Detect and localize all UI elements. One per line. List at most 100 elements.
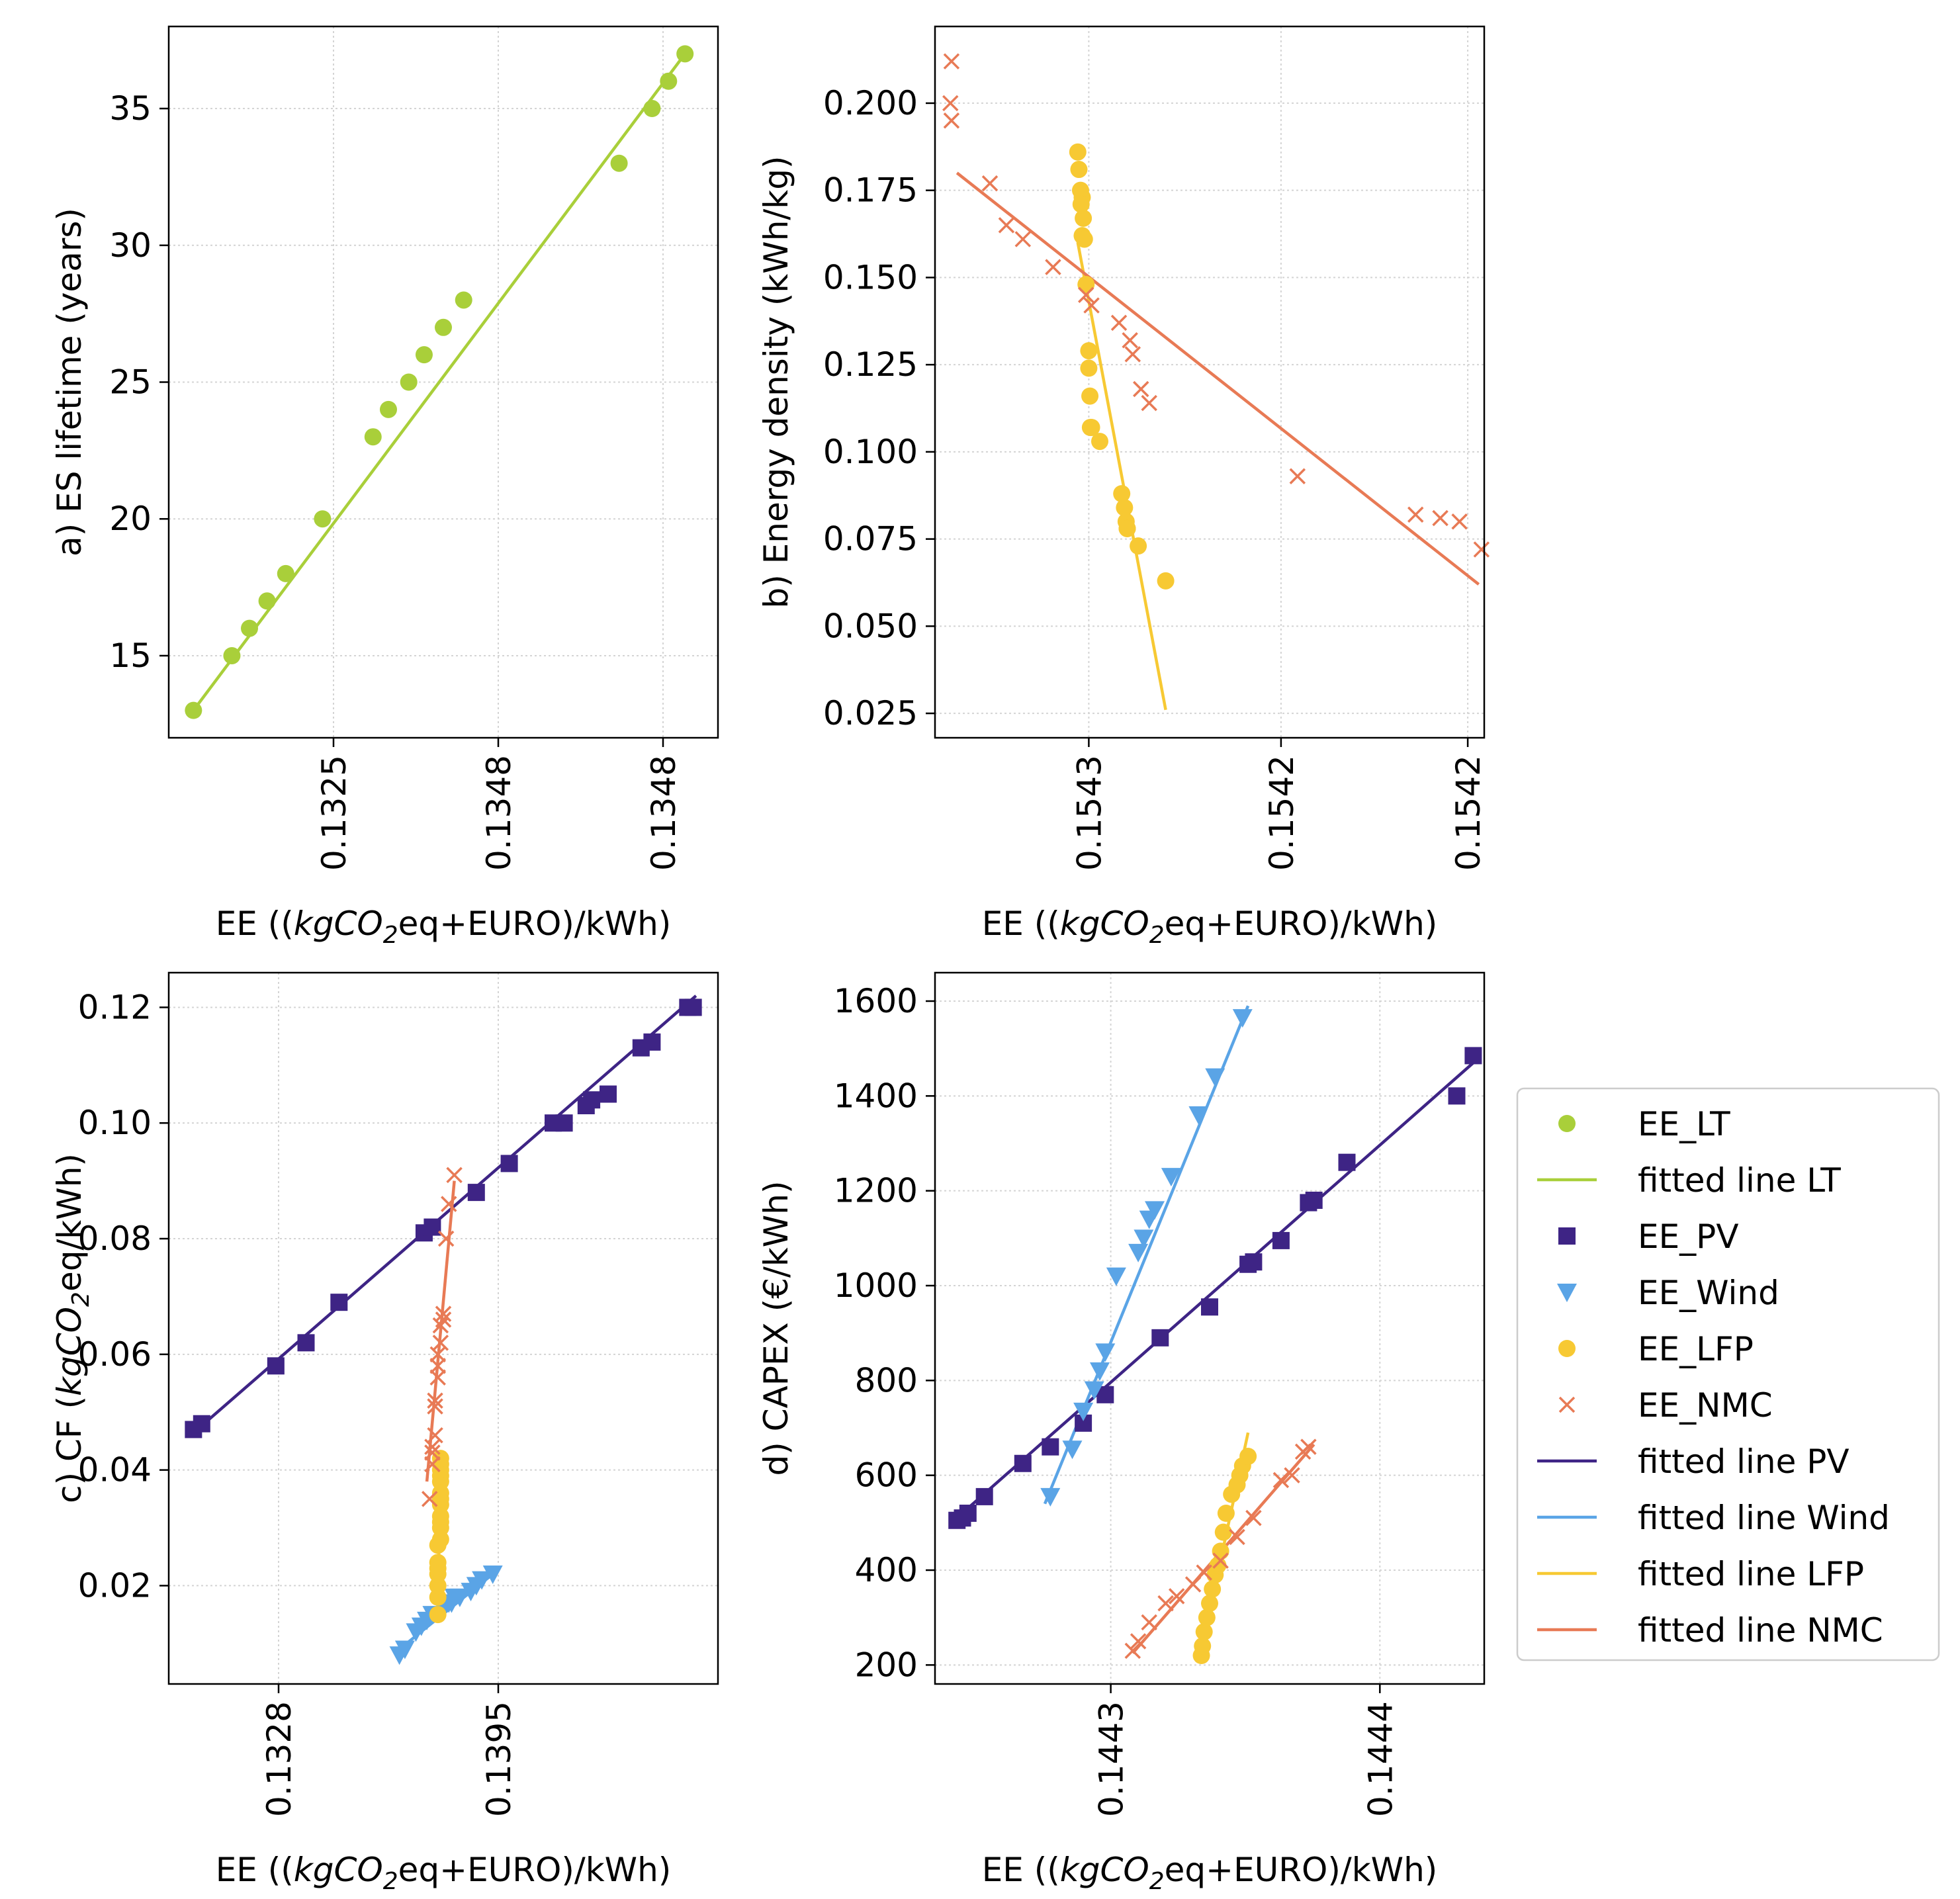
data-point (1201, 1298, 1218, 1316)
series-ee-wind (1040, 1009, 1253, 1507)
y-tick-label: 20 (109, 500, 152, 538)
y-tick-label: 600 (855, 1456, 918, 1495)
series-ee-lt (185, 45, 694, 719)
data-point (1338, 1153, 1356, 1171)
y-tick-label: 1200 (834, 1172, 918, 1210)
y-tick-label: 1400 (834, 1077, 918, 1115)
series-ee-pv (185, 998, 702, 1438)
data-point (555, 1114, 573, 1132)
data-point (1145, 1201, 1165, 1220)
legend-item: fitted line LFP (1537, 1555, 1864, 1593)
data-point (1083, 297, 1100, 314)
data-point (424, 1444, 441, 1461)
legend-item: fitted line PV (1537, 1442, 1849, 1481)
data-point (1124, 1642, 1141, 1659)
data-point (1124, 346, 1141, 363)
y-tick-label: 0.02 (78, 1566, 152, 1605)
y-axis-label: c) CF (kgCO2eq/kWh) (50, 1153, 95, 1503)
data-point (429, 1369, 446, 1386)
legend-marker-swatch (1557, 1284, 1577, 1302)
legend-marker-swatch (1558, 1340, 1576, 1357)
data-point (1042, 1438, 1059, 1456)
data-point (1072, 195, 1090, 213)
legend-item: EE_LT (1558, 1105, 1730, 1143)
data-point (981, 175, 999, 192)
data-point (1168, 1588, 1185, 1605)
data-point (500, 1155, 518, 1172)
y-tick-label: 25 (109, 363, 152, 402)
data-point (1157, 572, 1175, 590)
data-point (1239, 1448, 1257, 1465)
legend-frame (1516, 1087, 1940, 1661)
data-point (467, 1184, 485, 1202)
data-point (1073, 1402, 1094, 1421)
data-point (415, 346, 433, 364)
data-point (1289, 468, 1306, 485)
grid (935, 26, 1484, 738)
data-point (437, 1230, 455, 1247)
data-point (1014, 1454, 1032, 1472)
y-tick-label: 800 (855, 1361, 918, 1399)
data-point (1245, 1253, 1263, 1271)
data-point (429, 1554, 447, 1571)
data-point (1157, 1595, 1174, 1612)
data-point (998, 217, 1015, 234)
data-point (943, 112, 960, 129)
data-point (610, 154, 628, 172)
data-point (1081, 387, 1099, 405)
legend-marker-swatch (1558, 1227, 1576, 1245)
y-axis-label: a) ES lifetime (years) (50, 208, 89, 556)
data-point (1014, 231, 1032, 247)
data-point (429, 1358, 446, 1374)
y-axis-label: b) Energy density (kWh/kg) (757, 156, 795, 609)
y-tick-label: 0.175 (823, 171, 918, 210)
data-point (1201, 1595, 1218, 1612)
legend-item: EE_PV (1558, 1217, 1739, 1256)
data-point (258, 592, 276, 610)
data-point (1075, 230, 1093, 248)
plot-frame (934, 25, 1486, 739)
data-point (1229, 1528, 1245, 1546)
y-tick-label: 0.150 (823, 258, 918, 296)
plot-frame (934, 971, 1486, 1685)
data-point (1212, 1552, 1229, 1569)
data-point (643, 100, 661, 118)
data-point (193, 1415, 210, 1433)
panel-d: 200 400 600 800 1000 1200 1400 1600 0.1443 0.1444… (757, 971, 1486, 1895)
data-point (1045, 259, 1061, 275)
data-point (600, 1085, 617, 1103)
data-point (1284, 1467, 1300, 1483)
data-point (959, 1505, 977, 1522)
data-point (185, 701, 202, 719)
y-tick-label: 0.10 (78, 1104, 152, 1142)
legend-label: EE_LFP (1638, 1330, 1754, 1368)
series (185, 45, 694, 719)
data-point (1432, 509, 1448, 527)
data-point (441, 1196, 457, 1212)
data-point (1106, 1267, 1126, 1286)
data-point (427, 1392, 443, 1409)
y-tick-label: 200 (855, 1646, 918, 1684)
legend-marker-swatch (1558, 1396, 1576, 1413)
data-point (482, 1565, 503, 1584)
data-point (1113, 485, 1131, 503)
data-point (1122, 332, 1138, 349)
y-tick-label: 15 (109, 637, 152, 675)
x-tick-label: 0.1348 (645, 755, 683, 871)
legend-label: EE_LT (1638, 1105, 1730, 1143)
series-ee-nmc (1124, 1438, 1317, 1659)
data-point (1194, 1637, 1212, 1655)
data-point (297, 1334, 315, 1352)
data-point (1232, 1009, 1253, 1028)
data-point (684, 998, 702, 1016)
y-tick-label: 1600 (834, 982, 918, 1020)
data-point (1077, 275, 1095, 293)
data-point (432, 1335, 449, 1351)
x-tick-label: 0.1395 (480, 1701, 518, 1817)
data-point (1133, 380, 1149, 398)
data-point (1118, 519, 1136, 537)
data-point (975, 1487, 993, 1505)
legend-label: fitted line LFP (1638, 1555, 1864, 1593)
data-point (241, 619, 259, 637)
